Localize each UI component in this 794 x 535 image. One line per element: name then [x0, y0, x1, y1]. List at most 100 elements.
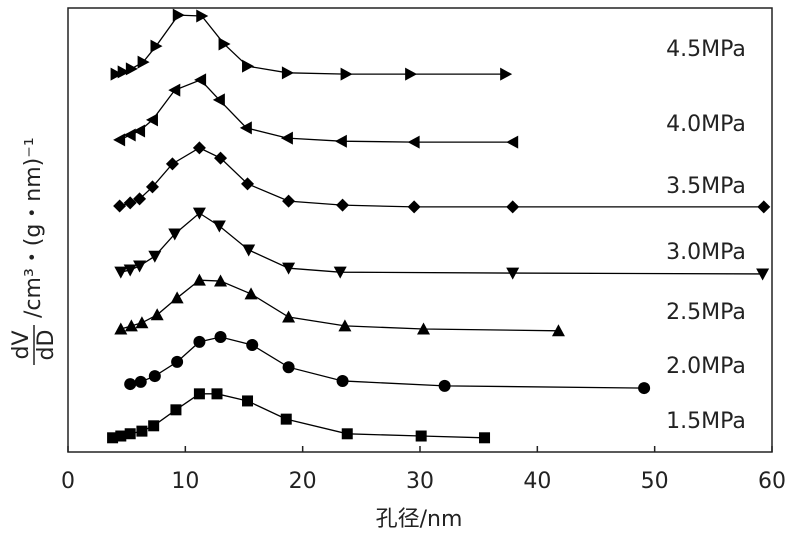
marker: [148, 370, 161, 383]
marker: [756, 268, 770, 281]
marker: [113, 199, 127, 213]
marker: [123, 264, 137, 277]
series-label: 4.0MPa: [666, 112, 746, 137]
y-label-unit: /cm³・(g・nm)⁻¹: [21, 137, 46, 318]
marker: [133, 124, 146, 138]
y-axis-label: dV dD /cm³・(g・nm)⁻¹: [9, 137, 59, 365]
marker: [282, 361, 295, 374]
marker: [242, 395, 254, 407]
marker: [193, 388, 205, 400]
marker: [148, 250, 162, 263]
marker: [150, 39, 163, 53]
marker: [168, 83, 181, 97]
marker: [136, 425, 148, 437]
marker: [212, 93, 225, 107]
marker: [113, 133, 126, 147]
marker: [192, 207, 206, 220]
marker: [145, 113, 158, 127]
marker: [242, 244, 256, 257]
marker: [124, 319, 138, 332]
marker: [196, 9, 209, 23]
marker: [193, 335, 206, 348]
marker: [212, 220, 226, 233]
marker: [124, 428, 136, 440]
marker: [170, 291, 184, 304]
marker: [405, 67, 418, 81]
x-tick-label: 20: [289, 469, 317, 494]
marker: [124, 378, 137, 391]
marker: [334, 134, 347, 148]
marker: [242, 59, 255, 73]
marker: [134, 375, 147, 388]
x-tick-label: 0: [61, 469, 75, 494]
marker: [114, 322, 128, 335]
marker: [110, 67, 123, 81]
marker: [192, 141, 206, 155]
marker: [165, 157, 179, 171]
marker: [282, 262, 296, 275]
marker: [192, 273, 206, 286]
marker: [438, 379, 451, 392]
marker: [341, 428, 353, 440]
marker: [135, 316, 149, 329]
marker: [214, 331, 227, 344]
marker: [417, 322, 431, 335]
marker: [171, 355, 184, 368]
marker: [415, 430, 427, 442]
marker: [211, 388, 223, 400]
series-label: 3.5MPa: [666, 174, 746, 199]
series-label: 1.5MPa: [666, 409, 746, 434]
series-line: [115, 14, 506, 75]
marker: [168, 228, 182, 241]
marker: [244, 287, 258, 300]
x-axis-label: 孔径/nm: [376, 507, 463, 532]
marker: [638, 382, 651, 395]
marker: [194, 73, 207, 87]
marker: [506, 200, 520, 214]
y-label-denominator: dD: [34, 330, 59, 361]
marker: [757, 200, 771, 214]
marker: [333, 266, 347, 279]
marker: [241, 177, 255, 191]
series-label: 2.5MPa: [666, 300, 746, 325]
marker: [506, 135, 519, 149]
marker: [282, 194, 296, 208]
series-line: [120, 279, 559, 332]
y-label-numerator: dV: [9, 330, 34, 359]
marker: [137, 55, 150, 69]
marker: [407, 135, 420, 149]
marker: [340, 67, 353, 81]
marker: [407, 200, 421, 214]
marker: [125, 62, 138, 76]
marker: [117, 65, 130, 79]
marker: [218, 37, 231, 51]
marker: [336, 374, 349, 387]
x-tick-label: 50: [641, 469, 669, 494]
marker: [551, 324, 565, 337]
marker: [172, 8, 185, 22]
marker: [280, 131, 293, 145]
marker: [500, 67, 513, 81]
x-tick-label: 30: [406, 469, 434, 494]
series-label: 2.0MPa: [666, 354, 746, 379]
marker: [214, 151, 228, 165]
x-tick-label: 10: [171, 469, 199, 494]
marker: [336, 198, 350, 212]
marker: [280, 413, 292, 425]
x-tick-label: 40: [523, 469, 551, 494]
series-label: 4.5MPa: [666, 37, 746, 62]
marker: [123, 128, 136, 142]
marker: [114, 266, 128, 279]
marker: [148, 420, 160, 432]
marker: [282, 310, 296, 323]
series-label: 3.0MPa: [666, 240, 746, 265]
marker: [239, 121, 252, 135]
marker: [214, 274, 228, 287]
marker: [145, 180, 159, 194]
series-line: [130, 336, 645, 389]
marker: [281, 66, 294, 80]
marker: [133, 260, 147, 273]
marker: [479, 432, 491, 444]
marker: [506, 267, 520, 280]
